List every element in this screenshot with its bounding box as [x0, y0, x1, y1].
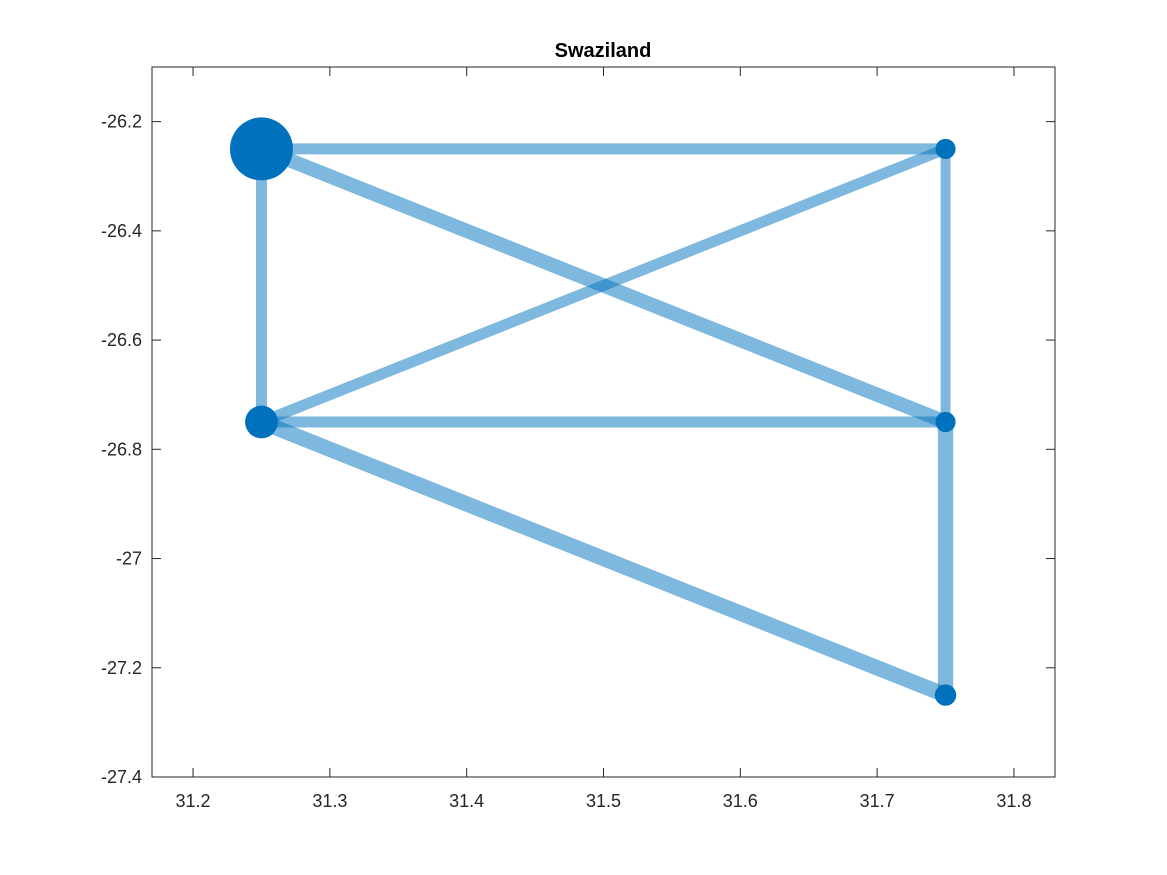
x-tick-label: 31.6 [723, 791, 758, 811]
y-tick-label: -27 [116, 549, 142, 569]
x-tick-label: 31.4 [449, 791, 484, 811]
chart-title: Swaziland [555, 40, 652, 62]
y-tick-label: -26.6 [101, 330, 142, 350]
plot-area: 31.2 31.3 31.4 31.5 31.6 31.7 31.8 -26.2 -26.4 -2… [101, 66, 1056, 811]
graph-node [935, 138, 956, 160]
graph-node [935, 411, 956, 433]
graph-edge [259, 143, 948, 428]
y-tick-label: -26.8 [101, 439, 142, 459]
x-tick-label: 31.5 [586, 791, 621, 811]
graph-node [245, 405, 278, 439]
y-tick-label: -26.4 [101, 221, 142, 241]
graph-node [934, 684, 957, 706]
x-tick-label: 31.8 [996, 791, 1031, 811]
y-tick-label: -26.2 [101, 112, 142, 132]
x-tick-label: 31.2 [176, 791, 211, 811]
edges-layer [255, 142, 954, 703]
ticks-layer: 31.2 31.3 31.4 31.5 31.6 31.7 31.8 -26.2 -26.4 -2… [101, 67, 1055, 811]
graph-node [229, 117, 293, 181]
graph-edge [258, 414, 949, 703]
y-tick-label: -27.2 [101, 658, 142, 678]
nodes-layer [229, 117, 957, 706]
x-tick-label: 31.3 [312, 791, 347, 811]
x-tick-label: 31.7 [860, 791, 895, 811]
y-tick-label: -27.4 [101, 767, 142, 787]
